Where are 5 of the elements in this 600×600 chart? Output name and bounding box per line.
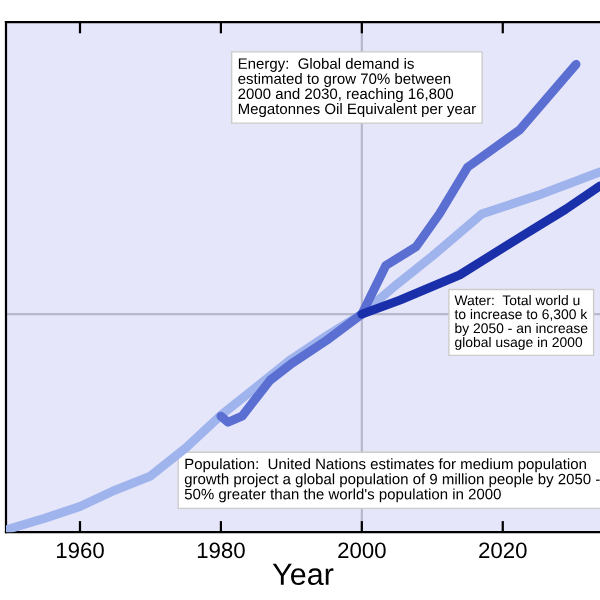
x-tick-label: 1960 xyxy=(56,542,104,559)
x-tick-label: 2020 xyxy=(479,542,527,559)
x-axis-title: Year xyxy=(272,563,334,586)
x-tick-label: 2000 xyxy=(338,542,386,559)
x-tick-label: 1980 xyxy=(197,542,245,559)
